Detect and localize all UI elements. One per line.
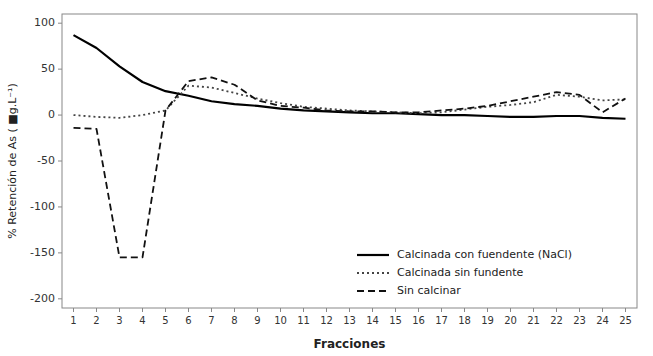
legend-label: Sin calcinar — [397, 284, 461, 297]
x-tick-label: 11 — [297, 315, 310, 326]
x-tick — [142, 308, 143, 312]
x-tick-label: 9 — [254, 315, 260, 326]
x-tick-label: 4 — [139, 315, 145, 326]
x-tick — [326, 308, 327, 312]
y-tick-label: 0 — [48, 108, 55, 121]
chart-container: -200-150-100-500501001234567891011121314… — [0, 0, 653, 356]
x-tick-label: 18 — [458, 315, 471, 326]
x-tick-label: 8 — [231, 315, 237, 326]
x-tick — [395, 308, 396, 312]
x-tick — [487, 308, 488, 312]
legend-label: Calcinada sin fundente — [397, 266, 524, 279]
x-tick-label: 7 — [208, 315, 214, 326]
x-tick-label: 15 — [389, 315, 402, 326]
x-tick — [533, 308, 534, 312]
legend-swatch — [357, 290, 389, 292]
x-tick — [464, 308, 465, 312]
legend: Calcinada con fuendente (NaCl) Calcinada … — [357, 248, 572, 297]
x-tick — [257, 308, 258, 312]
x-tick — [119, 308, 120, 312]
x-tick-label: 5 — [162, 315, 168, 326]
x-tick — [418, 308, 419, 312]
y-tick-label: 100 — [34, 16, 55, 29]
x-tick — [303, 308, 304, 312]
x-tick — [625, 308, 626, 312]
x-tick-label: 24 — [596, 315, 609, 326]
x-tick — [556, 308, 557, 312]
x-tick — [211, 308, 212, 312]
x-tick-label: 17 — [435, 315, 448, 326]
x-tick — [165, 308, 166, 312]
y-tick — [58, 161, 62, 162]
x-tick-label: 6 — [185, 315, 191, 326]
x-tick — [510, 308, 511, 312]
x-tick — [96, 308, 97, 312]
lines — [74, 35, 626, 257]
x-tick — [188, 308, 189, 312]
y-tick — [58, 69, 62, 70]
x-tick — [579, 308, 580, 312]
series-line — [74, 86, 626, 118]
chart: -200-150-100-500501001234567891011121314… — [0, 0, 653, 356]
series-line — [74, 35, 626, 119]
series-line — [74, 77, 626, 257]
legend-swatch — [357, 272, 389, 274]
y-axis-label: % Retención de As ( ■g.L⁻¹) — [6, 83, 19, 239]
x-tick-label: 22 — [550, 315, 563, 326]
x-tick-label: 23 — [573, 315, 586, 326]
x-tick — [280, 308, 281, 312]
y-tick-label: -150 — [30, 246, 55, 259]
y-tick-label: -50 — [37, 154, 55, 167]
y-tick — [58, 115, 62, 116]
y-tick — [58, 23, 62, 24]
x-tick-label: 2 — [93, 315, 99, 326]
legend-swatch — [357, 254, 389, 256]
x-tick-label: 25 — [619, 315, 632, 326]
x-tick-label: 16 — [412, 315, 425, 326]
y-tick — [58, 298, 62, 299]
x-tick — [372, 308, 373, 312]
x-tick-label: 3 — [116, 315, 122, 326]
plot-frame — [62, 14, 637, 308]
x-tick — [602, 308, 603, 312]
x-tick — [441, 308, 442, 312]
x-tick — [234, 308, 235, 312]
x-tick — [73, 308, 74, 312]
x-tick-label: 21 — [527, 315, 540, 326]
y-tick-label: -100 — [30, 200, 55, 213]
y-axis: -200 -150 -100 -50 0 50 100 — [30, 16, 62, 305]
x-tick-label: 19 — [481, 315, 494, 326]
y-tick — [58, 206, 62, 207]
y-tick-label: 50 — [41, 62, 55, 75]
y-tick — [58, 252, 62, 253]
x-tick — [349, 308, 350, 312]
x-axis-label: Fracciones — [314, 337, 386, 351]
y-tick-label: -200 — [30, 292, 55, 305]
x-tick-label: 12 — [320, 315, 333, 326]
x-tick-label: 1 — [70, 315, 76, 326]
x-axis: 1234567891011121314151617181920212223242… — [70, 308, 632, 326]
x-tick-label: 14 — [366, 315, 379, 326]
x-tick-label: 10 — [274, 315, 287, 326]
x-tick-label: 13 — [343, 315, 356, 326]
x-tick-label: 20 — [504, 315, 517, 326]
legend-label: Calcinada con fuendente (NaCl) — [397, 248, 572, 261]
